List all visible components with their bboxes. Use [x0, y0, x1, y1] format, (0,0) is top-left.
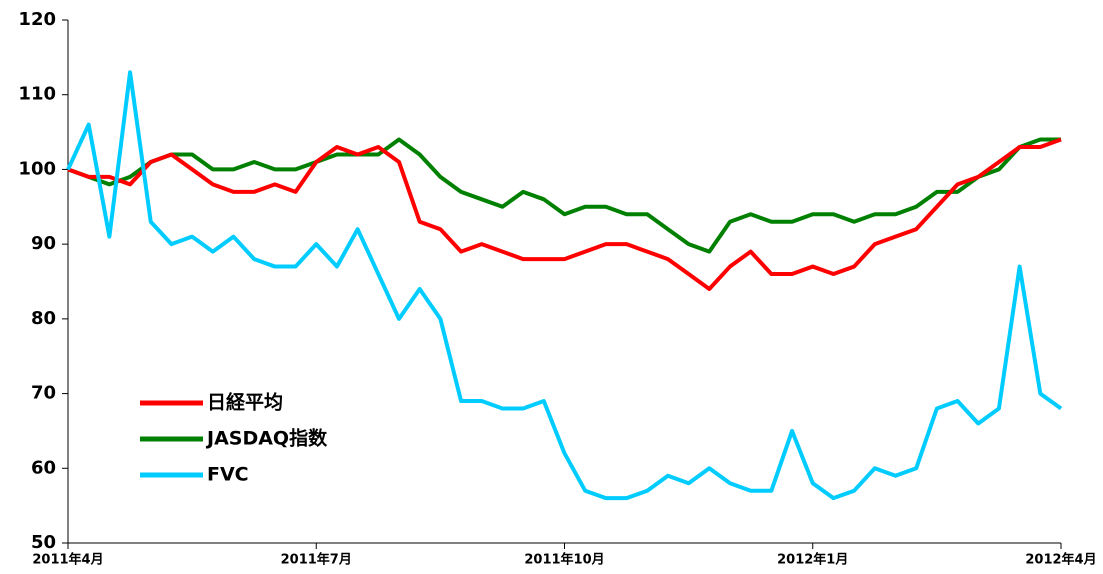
series-line [67, 137, 1061, 254]
x-tick-label: 2011年7月 [281, 552, 352, 568]
y-tick-label: 110 [18, 84, 56, 105]
y-tick-label: 100 [18, 158, 56, 179]
legend-label: 日経平均 [207, 391, 283, 414]
x-tick-label: 2012年1月 [777, 552, 848, 568]
y-tick-label: 60 [31, 457, 56, 478]
x-tick-label: 2012年4月 [1025, 552, 1096, 568]
x-tick-label: 2011年10月 [524, 552, 604, 568]
legend-label: FVC [207, 464, 249, 486]
y-tick-label: 50 [31, 532, 56, 553]
y-tick-label: 90 [31, 233, 56, 254]
series-line [67, 137, 1062, 291]
legend-label: JASDAQ指数 [205, 427, 328, 450]
y-tick-label: 80 [31, 308, 56, 329]
x-tick-label: 2011年4月 [32, 552, 103, 568]
y-tick-label: 70 [31, 383, 56, 404]
series-line [66, 70, 1063, 501]
y-tick-label: 120 [18, 9, 56, 30]
